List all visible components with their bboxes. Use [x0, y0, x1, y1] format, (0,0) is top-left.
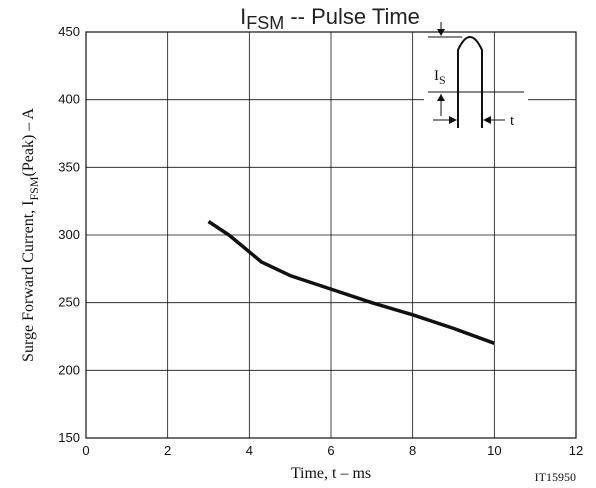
plot-frame — [85, 31, 577, 439]
inset-t-label: t — [510, 113, 515, 129]
inset-pulse-shape — [457, 36, 483, 128]
y-tick-label: 300 — [58, 227, 80, 242]
y-tick-label: 250 — [58, 295, 80, 310]
inset-arrow-left-head — [449, 116, 457, 124]
inset-arrow-right-head — [483, 116, 491, 124]
inset-arrow-top-head — [437, 29, 445, 36]
y-tick-label: 400 — [58, 92, 80, 107]
y-tick-label: 200 — [58, 362, 80, 377]
inset-arrow-bottom-head — [437, 94, 445, 101]
x-tick-label: 0 — [82, 443, 89, 458]
tick-labels: 0 2 4 6 8 10 12 150 200 250 300 350 400 450 — [58, 24, 583, 458]
x-tick-label: 6 — [327, 443, 334, 458]
series-line-0 — [207, 220, 495, 345]
pulse-inset-diagram: IS t — [428, 22, 524, 129]
y-tick-label: 350 — [58, 159, 80, 174]
figure-code: IT15950 — [535, 470, 576, 484]
inset-is-label: IS — [434, 68, 446, 87]
x-tick-label: 4 — [246, 443, 253, 458]
x-tick-label: 2 — [164, 443, 171, 458]
y-tick-label: 150 — [58, 430, 80, 445]
y-tick-label: 450 — [58, 24, 80, 39]
x-axis-label: Time, t – ms — [291, 465, 371, 482]
x-tick-label: 8 — [409, 443, 416, 458]
y-axis-label: Surge Forward Current, IFSM(Peak) – A — [20, 108, 41, 362]
series-layer — [207, 220, 495, 345]
x-tick-label: 10 — [487, 443, 501, 458]
chart-title: IFSM -- Pulse Time — [240, 4, 420, 33]
grid — [86, 32, 576, 438]
x-tick-label: 12 — [569, 443, 583, 458]
